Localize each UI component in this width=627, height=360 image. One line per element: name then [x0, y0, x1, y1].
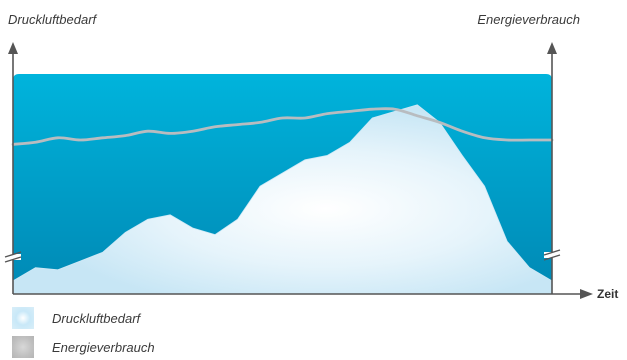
x-axis-arrow	[580, 289, 593, 299]
left-axis-arrow	[8, 42, 18, 54]
x-axis-title: Zeit	[597, 287, 618, 301]
legend-label-energy: Energieverbrauch	[52, 340, 155, 355]
left-axis-title: Druckluftbedarf	[8, 12, 96, 27]
legend-swatch-demand	[12, 307, 34, 329]
legend-swatch-energy	[12, 336, 34, 358]
legend-label-demand: Druckluftbedarf	[52, 311, 140, 326]
legend-item-energy: Energieverbrauch	[12, 336, 155, 358]
right-axis-arrow	[547, 42, 557, 54]
right-axis-title: Energieverbrauch	[477, 12, 580, 27]
plot-area	[12, 74, 552, 294]
legend-item-demand: Druckluftbedarf	[12, 307, 140, 329]
